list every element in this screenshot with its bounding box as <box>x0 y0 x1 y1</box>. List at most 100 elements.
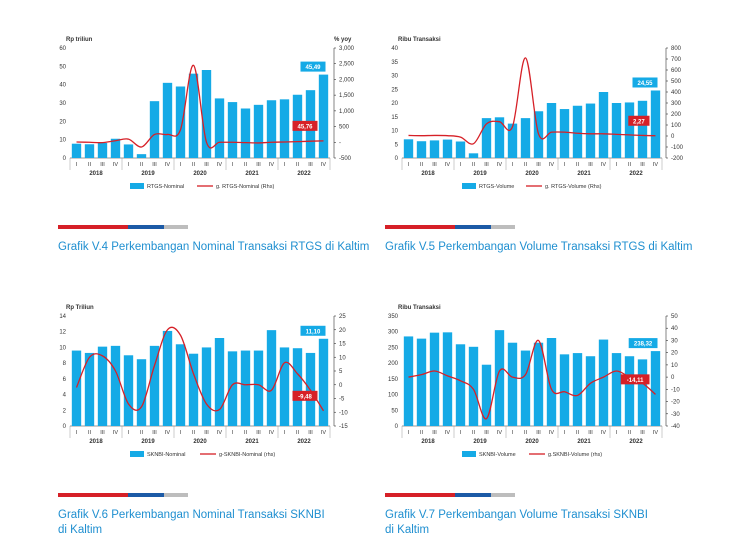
y2-tick-label: 3,000 <box>339 46 355 52</box>
y-tick-label: 350 <box>388 314 399 320</box>
line-value-label: 45,76 <box>297 124 313 130</box>
caption-line: di Kaltim <box>385 524 430 536</box>
bar <box>533 342 544 426</box>
caption-line: di Kaltim <box>58 524 103 536</box>
x-tick-label: I <box>616 430 618 436</box>
y-tick-label: 40 <box>59 83 66 89</box>
bar <box>442 332 453 426</box>
y-tick-label: 25 <box>391 87 398 93</box>
bar <box>110 345 121 426</box>
y2-tick-label: 10 <box>339 355 346 361</box>
y2-tick-label: 20 <box>339 328 346 334</box>
bar <box>481 364 492 426</box>
x-tick-label: III <box>484 430 489 436</box>
bar <box>266 100 277 158</box>
y2-tick-label: 15 <box>339 342 346 348</box>
x-tick-label: III <box>432 162 437 168</box>
x-tick-label: II <box>524 162 528 168</box>
year-label: 2019 <box>141 171 155 177</box>
bar-value-badge <box>300 325 326 336</box>
chart-sknbi-volume-svg: Ribu Transaksi050100150200250300350-40-3… <box>388 305 680 458</box>
x-tick-label: I <box>180 430 182 436</box>
x-tick-label: II <box>296 162 300 168</box>
x-tick-label: III <box>588 430 593 436</box>
bar <box>214 98 225 158</box>
line-value-label: -9,48 <box>298 394 312 400</box>
y2-tick-label: 100 <box>671 123 682 129</box>
x-tick-label: I <box>564 430 566 436</box>
caption-line: Grafik V.7 Perkembangan Volume Transaksi… <box>385 509 648 521</box>
bar <box>455 344 466 426</box>
bar <box>637 100 648 158</box>
bar <box>507 342 518 426</box>
bar-value-badge <box>628 338 658 349</box>
bar <box>429 332 440 426</box>
bar <box>292 348 303 426</box>
y2-tick-label: 10 <box>671 363 678 369</box>
x-tick-label: IV <box>113 162 119 168</box>
year-label: 2019 <box>473 171 487 177</box>
x-tick-label: II <box>140 430 144 436</box>
bar <box>175 344 186 426</box>
y2-tick-label: -40 <box>671 424 680 430</box>
x-tick-label: III <box>640 430 645 436</box>
y2-tick-label: 500 <box>671 79 682 85</box>
x-tick-label: I <box>460 430 462 436</box>
bar <box>546 103 557 158</box>
y-tick-label: 15 <box>391 115 398 121</box>
bar <box>520 350 531 426</box>
legend-bar-label: SKNBI-Volume <box>479 452 516 458</box>
bar <box>650 90 661 158</box>
x-tick-label: IV <box>497 430 503 436</box>
bar <box>162 330 173 426</box>
y2-tick-label: 5 <box>339 369 343 375</box>
caption-v5: Grafik V.5 Perkembangan Volume Transaksi… <box>385 240 705 255</box>
x-tick-label: I <box>564 162 566 168</box>
x-tick-label: IV <box>217 162 223 168</box>
bar <box>455 141 466 158</box>
chart-rtgs-nominal-svg: Rp triliun% yoy0102030405060-500-5001,00… <box>59 37 355 190</box>
y2-tick-label: 2,000 <box>339 77 355 83</box>
x-tick-label: III <box>588 162 593 168</box>
year-label: 2021 <box>577 171 591 177</box>
divider-stripe <box>385 493 515 497</box>
x-tick-label: II <box>576 430 580 436</box>
year-label: 2021 <box>245 439 259 445</box>
x-tick-label: IV <box>165 430 171 436</box>
x-tick-label: III <box>484 162 489 168</box>
bar <box>494 330 505 426</box>
bar <box>442 139 453 158</box>
x-tick-label: I <box>128 430 130 436</box>
y2-tick-label: 0 <box>671 375 675 381</box>
y2-tick-label: 700 <box>671 57 682 63</box>
bar <box>650 351 661 426</box>
x-tick-label: IV <box>549 162 555 168</box>
x-tick-label: III <box>204 162 209 168</box>
bar <box>201 347 212 426</box>
year-label: 2022 <box>629 439 643 445</box>
x-tick-label: IV <box>601 430 607 436</box>
bar <box>624 102 635 158</box>
x-tick-label: I <box>76 430 78 436</box>
bar <box>162 82 173 158</box>
x-tick-label: III <box>308 430 313 436</box>
caption-line: Grafik V.4 Perkembangan Nominal Transaks… <box>58 241 370 253</box>
y-tick-label: 2 <box>63 408 67 414</box>
bar <box>416 338 427 426</box>
year-label: 2022 <box>297 439 311 445</box>
x-tick-label: II <box>244 162 248 168</box>
bar <box>149 345 160 426</box>
bar <box>481 118 492 158</box>
x-tick-label: II <box>192 430 196 436</box>
x-tick-label: IV <box>321 162 327 168</box>
bar <box>84 144 95 158</box>
y2-tick-label: 1,000 <box>339 109 355 115</box>
x-tick-label: IV <box>445 162 451 168</box>
y-tick-label: 30 <box>391 74 398 80</box>
bar <box>188 73 199 158</box>
y2-tick-label: 800 <box>671 46 682 52</box>
x-tick-label: I <box>408 162 410 168</box>
chart-rtgs-volume-svg: Ribu Transaksi 0 5 10 15 20 25 30 35 40 -200 -100 0 1… <box>391 37 683 190</box>
legend-line-label: g. RTGS-Nominal (Rhs) <box>216 184 274 190</box>
line-value-label: -14,11 <box>627 378 644 384</box>
